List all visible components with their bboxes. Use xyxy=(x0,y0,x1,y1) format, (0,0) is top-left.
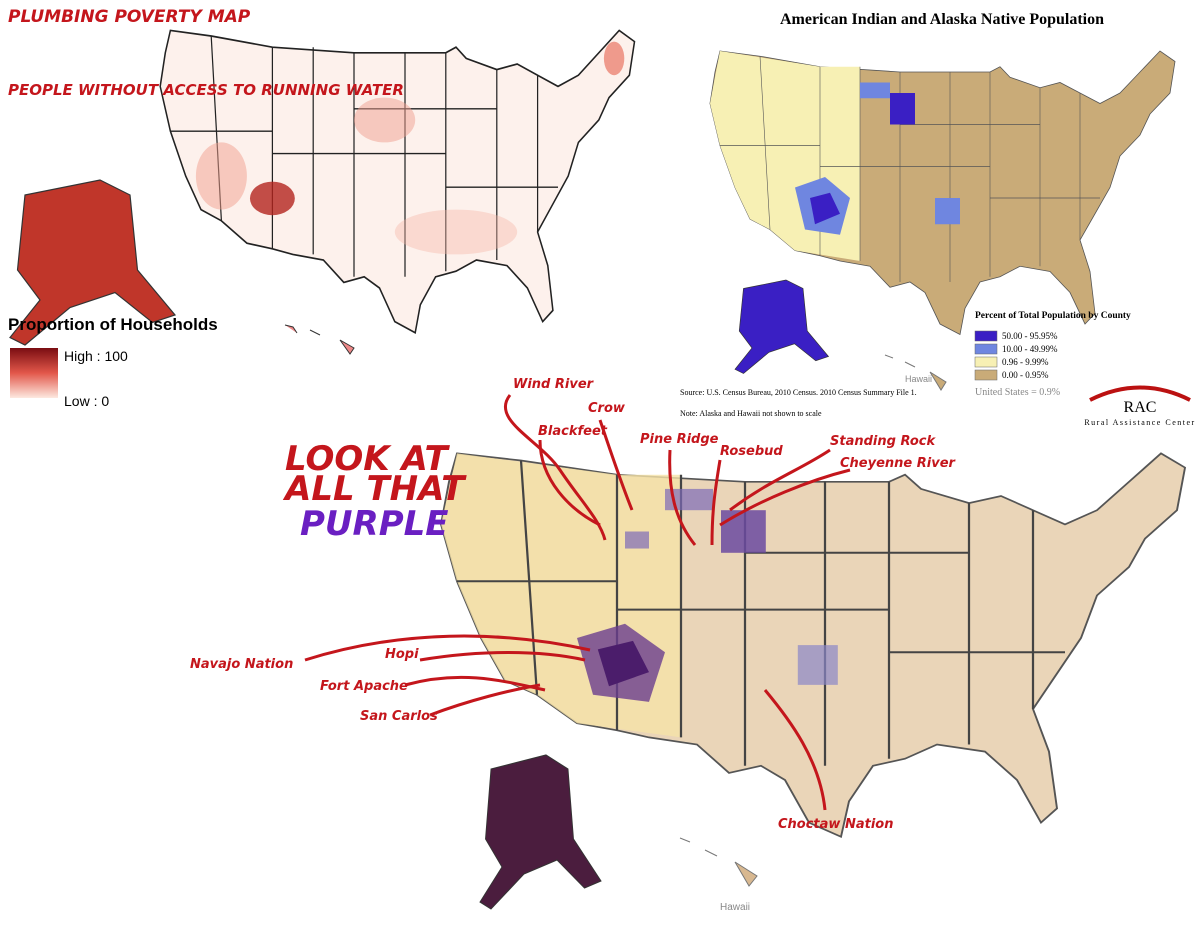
legend-swatch xyxy=(974,369,998,381)
annotation: Wind River xyxy=(513,377,595,392)
legend-high: High : 100 xyxy=(64,348,128,364)
hawaii xyxy=(284,324,355,355)
alaska xyxy=(734,279,829,374)
hawaii-shape xyxy=(679,837,758,887)
annotation: San Carlos xyxy=(360,709,438,724)
annotation: Pine Ridge xyxy=(640,432,719,447)
source: Source: U.S. Census Bureau, 2010 Census.… xyxy=(680,388,917,397)
legend-label: 50.00 - 95.95% xyxy=(1002,331,1058,341)
annotation: Crow xyxy=(588,401,626,416)
native-map: American Indian and Alaska Native Popula… xyxy=(680,11,1195,427)
legend: 50.00 - 95.95% 10.00 - 49.99% 0.96 - 9.99%… xyxy=(974,330,1058,381)
legend-label: 10.00 - 49.99% xyxy=(1002,344,1058,354)
annotation: Choctaw Nation xyxy=(778,817,893,832)
legend-label: 0.96 - 9.99% xyxy=(1002,357,1049,367)
logo-mark: RAC xyxy=(1124,399,1157,416)
legend-swatch xyxy=(974,343,998,355)
annotation-lines xyxy=(304,394,851,811)
legend-low: Low : 0 xyxy=(64,393,109,409)
map-title: PLUMBING POVERTY MAP xyxy=(8,7,251,27)
headline: LOOK AT xyxy=(285,439,451,479)
headline-highlight: PURPLE xyxy=(300,504,449,544)
legend-title: Proportion of Households xyxy=(8,315,218,334)
annotation: Hopi xyxy=(385,647,419,662)
legend-note: United States = 0.9% xyxy=(975,387,1060,398)
legend-swatch xyxy=(974,330,998,342)
legend-swatch xyxy=(974,356,998,368)
alaska xyxy=(479,754,602,910)
map-subtitle: PEOPLE WITHOUT ACCESS TO RUNNING WATER xyxy=(8,81,404,99)
hawaii-label: Hawaii xyxy=(720,902,750,913)
headline: ALL THAT xyxy=(282,469,467,509)
hawaii-label: Hawaii xyxy=(905,374,932,384)
annotation: Fort Apache xyxy=(320,679,408,694)
annotation: Rosebud xyxy=(720,444,783,459)
overlay-map: Hawaii LOOK AT ALL THAT PURPLE Wind Rive… xyxy=(190,377,1186,913)
us-outline xyxy=(709,50,1176,336)
legend-label: 0.00 - 0.95% xyxy=(1002,370,1049,380)
scale-note: Note: Alaska and Hawaii not shown to sca… xyxy=(680,409,822,418)
legend-ramp xyxy=(10,348,58,398)
annotation: Cheyenne River xyxy=(840,456,957,471)
hawaii-shape xyxy=(884,354,947,391)
annotation: Navajo Nation xyxy=(190,657,293,672)
annotation: Blackfeet xyxy=(538,424,608,439)
plumbing-map: PLUMBING POVERTY MAP PEOPLE WITHOUT ACCE… xyxy=(8,7,636,409)
annotation: Standing Rock xyxy=(830,434,936,449)
legend-title: Percent of Total Population by County xyxy=(975,311,1131,321)
us-outline xyxy=(440,452,1186,838)
us-outline xyxy=(159,29,636,334)
map-title: American Indian and Alaska Native Popula… xyxy=(780,11,1104,28)
logo-name: Rural Assistance Center xyxy=(1084,418,1195,427)
logo-arc xyxy=(1089,385,1191,402)
